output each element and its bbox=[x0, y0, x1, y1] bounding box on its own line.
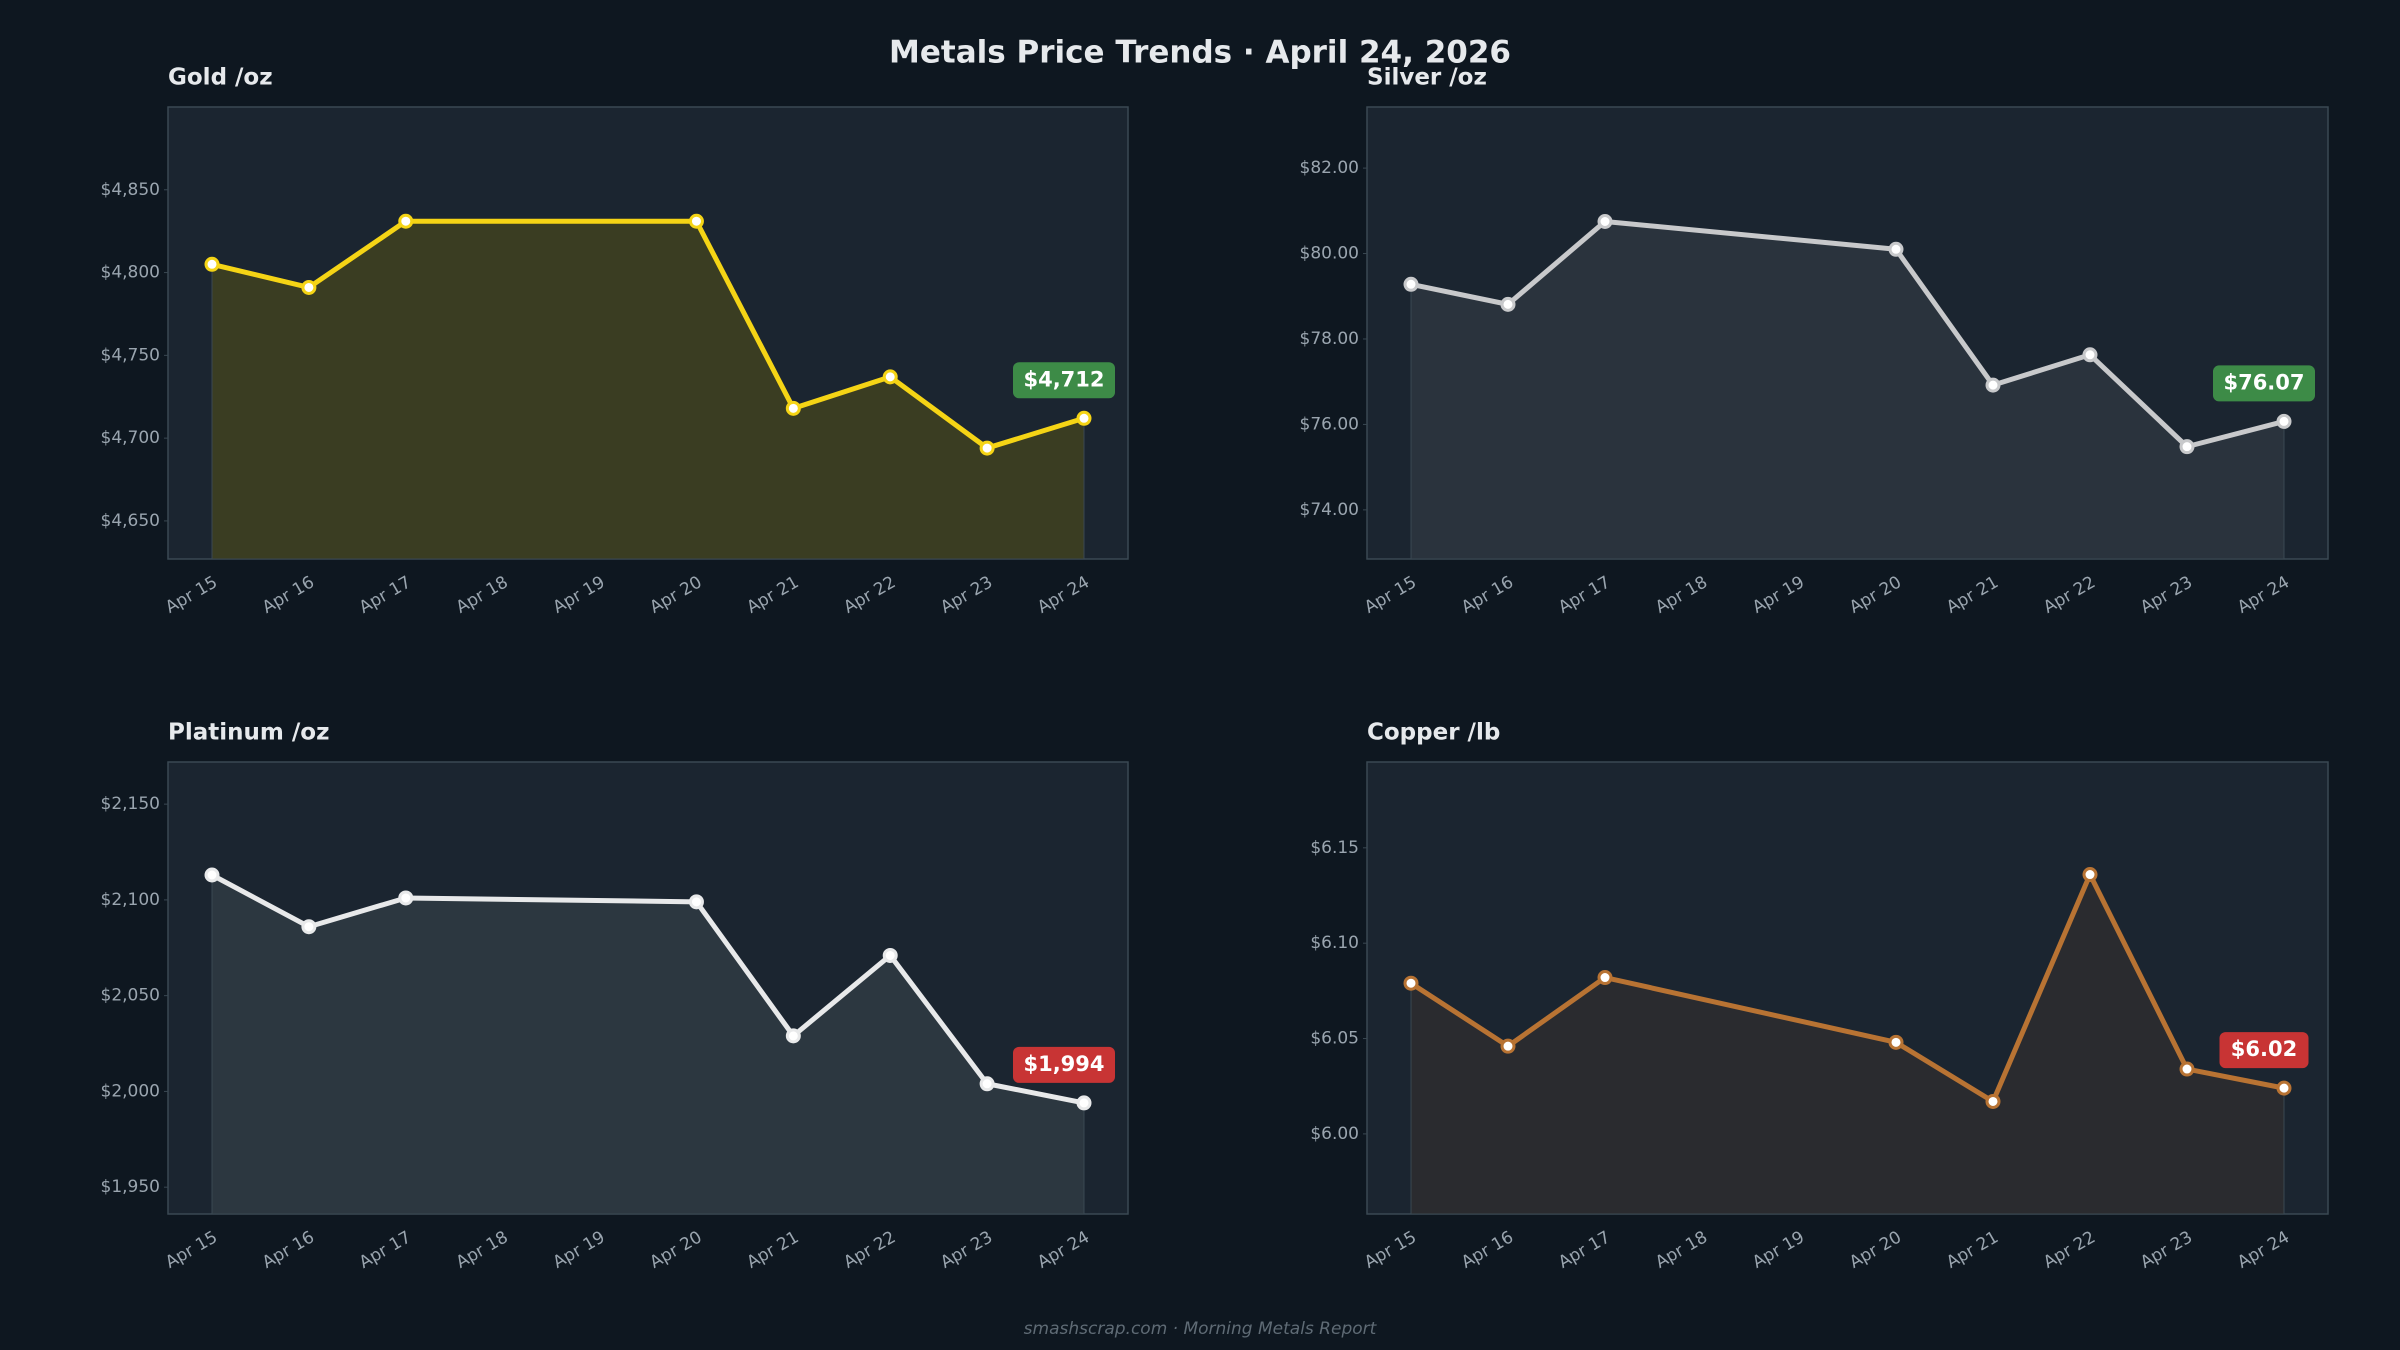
y-tick-label: $76.00 bbox=[1300, 414, 1359, 434]
price-point bbox=[1500, 296, 1516, 312]
value-label: $4,712 bbox=[1023, 367, 1104, 391]
y-tick-label: $4,700 bbox=[101, 428, 160, 448]
panel-title: Platinum /oz bbox=[168, 720, 329, 746]
price-point bbox=[1888, 241, 1904, 257]
price-point bbox=[688, 894, 704, 910]
y-tick-label: $80.00 bbox=[1300, 244, 1359, 264]
y-tick-label: $74.00 bbox=[1300, 500, 1359, 520]
y-tick-label: $4,750 bbox=[101, 345, 160, 365]
panel-title: Copper /lb bbox=[1367, 720, 1500, 746]
price-point bbox=[2082, 867, 2098, 883]
price-point bbox=[1076, 1095, 1092, 1111]
price-point bbox=[398, 213, 414, 229]
y-tick-label: $2,000 bbox=[101, 1081, 160, 1101]
price-point bbox=[785, 1028, 801, 1044]
price-point bbox=[204, 256, 220, 272]
value-label: $1,994 bbox=[1023, 1052, 1104, 1076]
footer: smashscrap.com · Morning Metals Report bbox=[1024, 1319, 1378, 1339]
y-tick-label: $4,850 bbox=[101, 180, 160, 200]
value-label-box bbox=[1013, 1046, 1115, 1083]
price-point bbox=[2082, 347, 2098, 363]
price-point bbox=[785, 400, 801, 416]
price-line bbox=[1409, 872, 2285, 1104]
y-tick-label: $6.05 bbox=[1310, 1029, 1359, 1049]
price-point bbox=[1500, 1038, 1516, 1054]
value-label-box bbox=[1013, 362, 1115, 399]
y-tick-label: $2,100 bbox=[101, 890, 160, 910]
price-point bbox=[301, 279, 317, 295]
y-tick-label: $2,050 bbox=[101, 986, 160, 1006]
y-tick-label: $2,150 bbox=[101, 794, 160, 814]
price-point bbox=[1076, 410, 1092, 426]
price-point bbox=[1597, 213, 1613, 229]
y-tick-label: $4,800 bbox=[101, 263, 160, 283]
price-point bbox=[398, 890, 414, 906]
price-point bbox=[688, 213, 704, 229]
chart-panel: Silver /oz $74.00 $76.00 $78.00 $80.00 $82.00… bbox=[1300, 65, 2329, 618]
panel-title: Gold /oz bbox=[168, 65, 273, 91]
price-point bbox=[301, 919, 317, 935]
y-tick-label: $6.10 bbox=[1310, 933, 1359, 953]
price-line bbox=[1410, 218, 2285, 450]
price-point bbox=[1985, 1093, 2001, 1109]
value-label-box bbox=[2213, 365, 2315, 402]
price-point bbox=[1403, 975, 1419, 991]
price-point bbox=[882, 947, 898, 963]
price-point bbox=[882, 369, 898, 385]
y-tick-label: $6.00 bbox=[1310, 1124, 1359, 1144]
price-point bbox=[2276, 413, 2292, 429]
chart-panel: Platinum /oz $1,950 $2,000 $2,050 $2,100 $2,1… bbox=[101, 720, 1129, 1273]
price-point bbox=[2276, 1080, 2292, 1096]
price-point bbox=[1403, 276, 1419, 292]
y-tick-label: $82.00 bbox=[1300, 158, 1359, 178]
y-tick-label: $1,950 bbox=[101, 1177, 160, 1197]
page-title: Metals Price Trends · April 24, 2026 bbox=[889, 35, 1511, 71]
price-point bbox=[979, 1076, 995, 1092]
price-line bbox=[210, 872, 1085, 1106]
y-tick-label: $4,650 bbox=[101, 511, 160, 531]
price-point bbox=[204, 867, 220, 883]
chart-panel: Gold /oz$4,650$4,700$4,750$4,800$4,850Ap… bbox=[101, 65, 1129, 618]
price-line bbox=[211, 218, 1085, 451]
price-point bbox=[1597, 970, 1613, 986]
price-point bbox=[2179, 439, 2195, 455]
y-tick-label: $6.15 bbox=[1310, 838, 1359, 858]
panel-title: Silver /oz bbox=[1367, 65, 1487, 91]
value-label-box bbox=[2219, 1032, 2309, 1069]
value-label: $76.07 bbox=[2223, 370, 2304, 394]
price-point bbox=[2179, 1061, 2195, 1077]
price-point bbox=[1888, 1034, 1904, 1050]
y-tick-label: $78.00 bbox=[1300, 329, 1359, 349]
price-point bbox=[979, 440, 995, 456]
value-label: $6.02 bbox=[2231, 1037, 2297, 1061]
price-point bbox=[1985, 377, 2001, 393]
